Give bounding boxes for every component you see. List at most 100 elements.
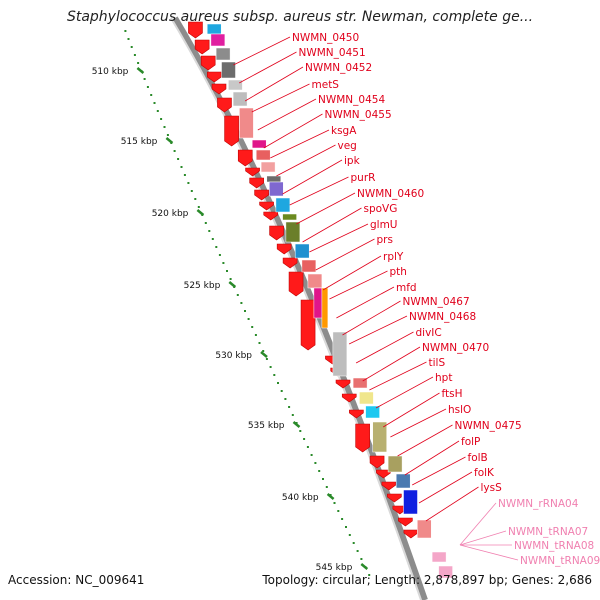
label-leader — [397, 424, 453, 457]
axis-dot — [262, 350, 265, 352]
axis-dot — [325, 486, 328, 488]
forward-gene-box — [294, 243, 310, 259]
forward-gene-box — [210, 33, 226, 47]
axis-dot — [226, 270, 228, 272]
axis-dot — [156, 110, 159, 112]
forward-gene-box — [206, 23, 222, 35]
gene-label: NWMN_0454 — [318, 94, 385, 106]
label-leader — [251, 83, 310, 113]
forward-gene-box — [301, 259, 317, 273]
reverse-gene-arrow — [269, 225, 284, 241]
axis-dot — [190, 190, 193, 192]
forward-gene-box — [251, 139, 267, 149]
label-leader — [459, 530, 507, 546]
label-leader — [257, 98, 317, 131]
axis-dot — [314, 462, 317, 464]
label-leader — [404, 440, 460, 476]
gene-label: mfd — [396, 282, 417, 294]
reverse-gene-arrow — [224, 115, 239, 147]
label-leader — [382, 392, 440, 428]
label-leader — [239, 51, 297, 84]
reverse-gene-arrow — [263, 211, 279, 221]
gene-label: folB — [468, 452, 488, 464]
forward-gene-box — [321, 287, 329, 329]
reverse-gene-arrow — [335, 379, 351, 389]
axis-dot — [277, 382, 279, 384]
forward-gene-box — [403, 489, 418, 515]
kbp-tick-mark — [360, 563, 369, 570]
label-leader — [459, 502, 497, 546]
forward-gene-box — [387, 455, 403, 473]
axis-dot — [177, 158, 180, 160]
axis-dot — [187, 182, 190, 184]
forward-gene-box — [232, 91, 248, 107]
axis-dot — [244, 310, 246, 312]
gene-label: tilS — [429, 357, 446, 369]
forward-gene-box — [269, 181, 284, 197]
kbp-tick-mark — [228, 281, 237, 288]
forward-gene-box — [417, 519, 432, 539]
label-leader — [355, 331, 414, 364]
forward-strand-genes — [206, 23, 453, 579]
label-leader — [282, 159, 343, 195]
axis-dot — [180, 166, 183, 168]
gene-label: lysS — [481, 482, 503, 494]
reverse-gene-arrow — [254, 189, 269, 201]
label-leader — [375, 376, 434, 409]
kbp-tick-mark — [136, 67, 145, 74]
reverse-gene-arrow — [200, 55, 216, 71]
reverse-gene-arrow — [207, 71, 222, 83]
forward-gene-box — [260, 161, 276, 173]
axis-dot — [269, 366, 272, 368]
axis-dot — [284, 398, 287, 400]
axis-dot — [229, 278, 232, 280]
axis-dot — [273, 374, 276, 376]
reverse-gene-arrow — [259, 201, 274, 211]
reverse-gene-arrow — [349, 409, 364, 419]
forward-gene-box — [372, 421, 387, 453]
axis-dot — [153, 102, 156, 104]
label-leader-lines — [233, 36, 519, 561]
axis-dot — [194, 198, 197, 200]
kbp-tick-mark — [165, 137, 174, 144]
forward-gene-box — [239, 107, 254, 139]
gene-label: NWMN_0468 — [409, 311, 476, 323]
reverse-gene-arrow — [398, 517, 413, 527]
label-leader — [244, 66, 304, 102]
reverse-strand-genes — [188, 21, 419, 539]
axis-dot — [183, 174, 186, 176]
reverse-gene-arrow — [341, 393, 357, 403]
axis-dot — [360, 558, 363, 560]
gene-label: ftsH — [442, 388, 463, 400]
axis-dot — [303, 438, 306, 440]
forward-gene-box — [307, 273, 323, 289]
axis-dot — [146, 86, 149, 88]
kbp-tick-label: 510 kbp — [92, 67, 129, 77]
kbp-tick-label: 545 kbp — [316, 563, 353, 573]
gene-label: folK — [474, 467, 495, 479]
reverse-gene-arrow — [188, 21, 203, 39]
axis-dot — [280, 390, 283, 392]
rna-label: NWMN_tRNA08 — [514, 540, 594, 552]
label-leader — [315, 238, 375, 271]
forward-gene-box — [359, 391, 374, 405]
axis-dot — [254, 334, 257, 336]
gene-label: NWMN_0467 — [403, 296, 470, 308]
axis-dot — [348, 534, 351, 536]
axis-dot — [291, 414, 294, 416]
axis-dot — [137, 62, 140, 64]
axis-dot — [333, 502, 336, 504]
axis-dot — [258, 342, 261, 344]
gene-label: NWMN_0450 — [292, 32, 359, 44]
axis-dot — [306, 446, 309, 448]
axis-dot — [352, 542, 355, 544]
axis-dot — [299, 430, 302, 432]
axis-dot — [265, 358, 268, 360]
reverse-gene-arrow — [245, 167, 260, 177]
reverse-gene-arrow — [369, 455, 385, 469]
gene-label: NWMN_0455 — [325, 109, 392, 121]
forward-gene-box — [438, 565, 453, 579]
label-leader — [342, 300, 401, 336]
axis-dot — [337, 510, 340, 512]
